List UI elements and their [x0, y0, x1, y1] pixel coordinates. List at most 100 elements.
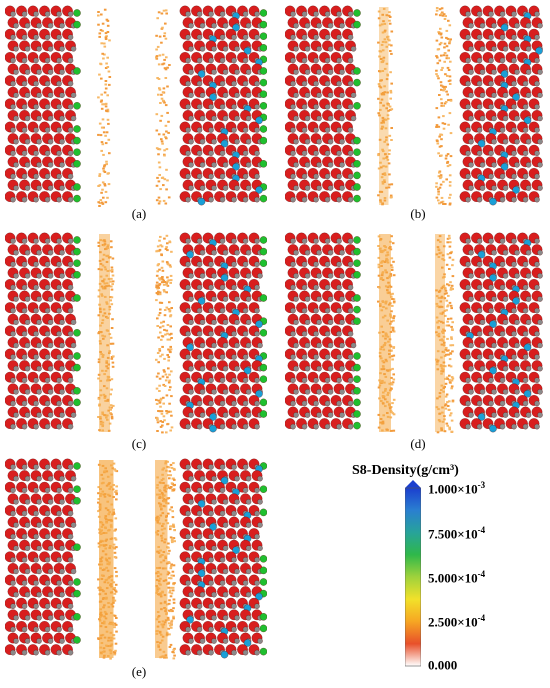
- s8-molecule: [113, 551, 117, 554]
- metal-atom: [468, 365, 474, 372]
- s8-molecule: [380, 92, 384, 95]
- s8-molecule: [385, 186, 388, 189]
- metal-atom: [339, 115, 345, 122]
- s8-molecule: [158, 268, 161, 271]
- metal-atom: [44, 603, 51, 609]
- metal-atom: [465, 80, 471, 87]
- metal-atom: [347, 127, 354, 133]
- metal-atom: [10, 173, 16, 180]
- s8-molecule: [157, 202, 161, 205]
- s8-molecule: [160, 177, 164, 179]
- s8-molecule: [449, 304, 453, 307]
- s8-molecule: [381, 150, 385, 153]
- s8-molecule: [97, 268, 101, 271]
- metal-atom: [511, 34, 517, 40]
- s8-molecule: [98, 175, 101, 177]
- s8-molecule: [107, 138, 111, 141]
- metal-atom: [196, 11, 203, 17]
- s8-molecule: [444, 365, 447, 368]
- s8-molecule: [444, 377, 447, 380]
- s8-molecule: [102, 196, 105, 199]
- metal-atom: [324, 238, 331, 244]
- s8-molecule: [163, 32, 167, 35]
- metal-atom: [13, 138, 19, 145]
- metal-atom: [59, 568, 65, 575]
- metal-atom: [208, 11, 214, 17]
- metal-atom: [534, 104, 540, 110]
- s8-molecule: [172, 617, 175, 620]
- s8-molecule: [168, 622, 171, 625]
- s8-molecule: [448, 408, 451, 411]
- metal-atom: [67, 331, 74, 337]
- metal-atom: [339, 412, 345, 418]
- metal-atom: [304, 412, 311, 418]
- metal-atom: [67, 487, 74, 493]
- s8-molecule: [111, 342, 115, 345]
- metal-atom: [59, 273, 65, 279]
- s8-molecule: [107, 70, 111, 73]
- green-atom: [353, 294, 361, 302]
- metal-atom: [67, 173, 74, 180]
- metal-atom: [56, 487, 62, 493]
- metal-atom: [47, 296, 54, 302]
- s8-molecule: [442, 368, 445, 371]
- metal-atom: [219, 34, 226, 40]
- metal-atom: [10, 487, 16, 493]
- metal-atom: [21, 173, 28, 180]
- metal-atom: [70, 46, 77, 52]
- s8-molecule: [172, 598, 176, 601]
- metal-atom: [534, 400, 540, 407]
- metal-atom: [185, 423, 191, 430]
- s8-molecule: [165, 148, 169, 151]
- s8-molecule: [172, 477, 175, 480]
- s8-molecule: [436, 239, 440, 242]
- metal-atom: [188, 638, 194, 644]
- s8-molecule: [440, 287, 444, 290]
- s8-molecule: [109, 393, 112, 396]
- s8-molecule: [450, 430, 454, 433]
- metal-atom: [327, 185, 334, 191]
- s8-molecule: [440, 36, 444, 39]
- metal-atom: [350, 342, 357, 349]
- s8-molecule: [450, 284, 454, 287]
- metal-atom: [511, 80, 517, 87]
- metal-atom: [188, 69, 194, 75]
- s8-molecule: [155, 147, 159, 150]
- s8-molecule: [109, 408, 112, 411]
- s8-molecule: [436, 363, 439, 366]
- metal-atom: [245, 138, 252, 145]
- blue-atom: [489, 424, 497, 433]
- metal-atom: [316, 273, 322, 279]
- metal-atom: [185, 464, 191, 470]
- metal-atom: [304, 185, 311, 191]
- metal-atom: [304, 46, 311, 52]
- s8-molecule: [380, 43, 384, 46]
- s8-molecule: [166, 284, 170, 287]
- metal-atom: [537, 138, 543, 145]
- metal-atom: [44, 331, 51, 337]
- s8-molecule: [440, 367, 444, 370]
- blue-atom: [243, 47, 252, 55]
- blue-atom: [232, 163, 240, 171]
- s8-molecule: [168, 646, 172, 648]
- metal-atom: [231, 57, 237, 64]
- metal-atom: [231, 400, 237, 407]
- s8-molecule: [440, 338, 444, 341]
- s8-molecule: [165, 130, 168, 133]
- s8-molecule: [171, 651, 174, 653]
- metal-atom: [33, 127, 39, 133]
- metal-atom: [185, 331, 191, 337]
- metal-atom: [465, 354, 471, 360]
- metal-atom: [21, 510, 28, 517]
- metal-atom: [313, 354, 319, 360]
- s8-molecule: [97, 498, 100, 501]
- metal-atom: [245, 412, 252, 418]
- metal-atom: [231, 603, 237, 609]
- metal-atom: [324, 127, 331, 133]
- green-atom: [73, 148, 81, 156]
- metal-atom: [56, 510, 62, 517]
- green-atom: [259, 555, 267, 563]
- s8-molecule: [441, 257, 444, 260]
- s8-molecule: [442, 104, 445, 107]
- s8-molecule: [166, 179, 169, 182]
